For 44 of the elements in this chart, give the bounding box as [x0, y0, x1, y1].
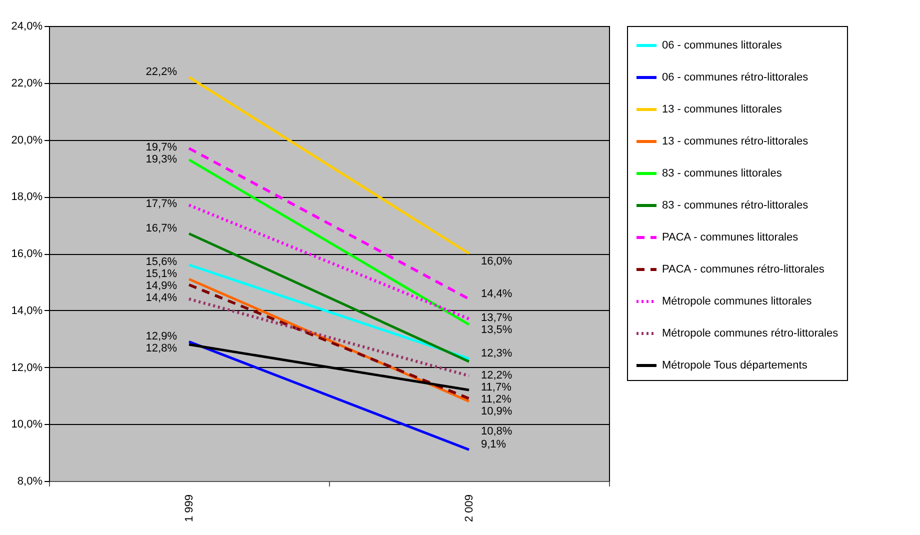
y-tick-label: 18,0% [11, 191, 43, 204]
data-label: 12,9% [146, 330, 178, 343]
legend-label: 06 - communes littorales [662, 40, 782, 52]
data-label: 14,9% [146, 280, 178, 292]
data-label: 17,7% [146, 198, 178, 210]
data-label: 15,6% [146, 256, 178, 268]
legend-label: Métropole Tous départements [662, 360, 808, 372]
data-label: 10,8% [481, 426, 512, 438]
y-tick-label: 22,0% [11, 77, 43, 90]
data-label: 19,3% [146, 153, 178, 166]
data-label: 11,2% [481, 394, 512, 406]
data-label: 13,5% [481, 324, 512, 336]
y-tick-label: 12,0% [11, 362, 43, 374]
data-label: 12,3% [481, 348, 512, 360]
legend-label: 06 - communes rétro-littorales [662, 72, 809, 84]
data-label: 14,4% [146, 292, 178, 304]
data-label: 12,8% [146, 342, 178, 355]
y-tick-label: 14,0% [11, 304, 43, 317]
data-label: 15,1% [146, 268, 178, 280]
data-label: 14,4% [481, 288, 512, 300]
x-tick-label: 1 999 [184, 494, 196, 522]
x-tick-label: 2 009 [464, 494, 476, 522]
data-label: 11,7% [481, 382, 512, 394]
data-label: 19,7% [146, 141, 178, 154]
data-label: 16,0% [481, 256, 512, 268]
y-tick-label: 16,0% [11, 248, 43, 260]
legend-label: PACA - communes rétro-littorales [662, 264, 825, 276]
y-tick-label: 24,0% [11, 20, 43, 32]
legend-label: Métropole communes rétro-littorales [662, 328, 839, 340]
data-label: 16,7% [146, 222, 178, 235]
legend-label: 13 - communes rétro-littorales [662, 136, 809, 148]
data-label: 22,2% [146, 66, 178, 78]
legend-label: 83 - communes rétro-littorales [662, 200, 809, 212]
y-tick-label: 20,0% [11, 134, 43, 146]
legend-label: PACA - communes littorales [662, 232, 799, 244]
legend-label: 13 - communes littorales [662, 104, 782, 116]
data-label: 13,7% [481, 312, 512, 324]
legend-label: 83 - communes littorales [662, 168, 782, 180]
data-label: 10,9% [481, 406, 512, 418]
legend-label: Métropole communes littorales [662, 296, 812, 308]
data-label: 12,2% [481, 370, 512, 382]
y-tick-label: 8,0% [17, 476, 43, 488]
data-label: 9,1% [481, 438, 506, 451]
y-tick-label: 10,0% [11, 418, 43, 431]
